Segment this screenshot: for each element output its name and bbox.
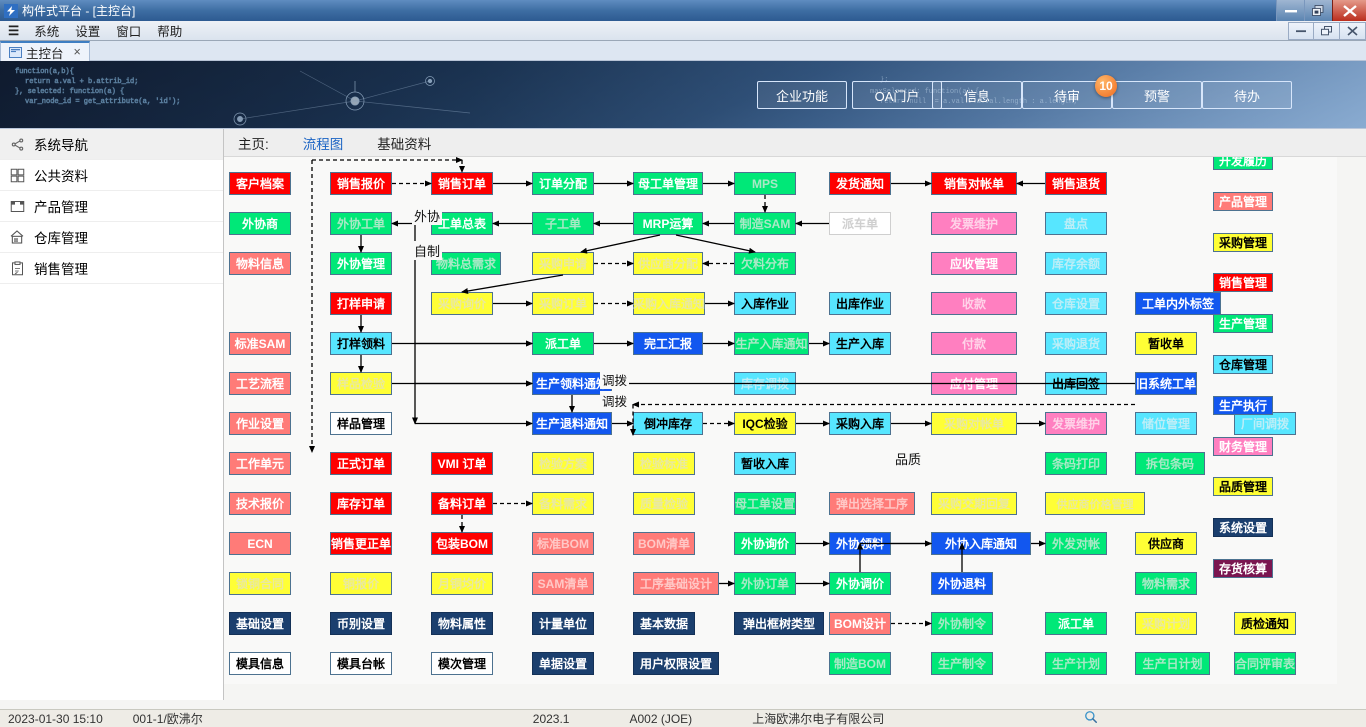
- svg-text:function(a,b){: function(a,b){: [15, 68, 74, 76]
- svg-text:}, selected: function(a) {: }, selected: function(a) {: [15, 88, 124, 96]
- svg-text:var_node_id = get_attribute(a,: var_node_id = get_attribute(a, 'id');: [25, 98, 180, 106]
- svg-text:return a.val + b.attrib_id;: return a.val + b.attrib_id;: [25, 78, 138, 86]
